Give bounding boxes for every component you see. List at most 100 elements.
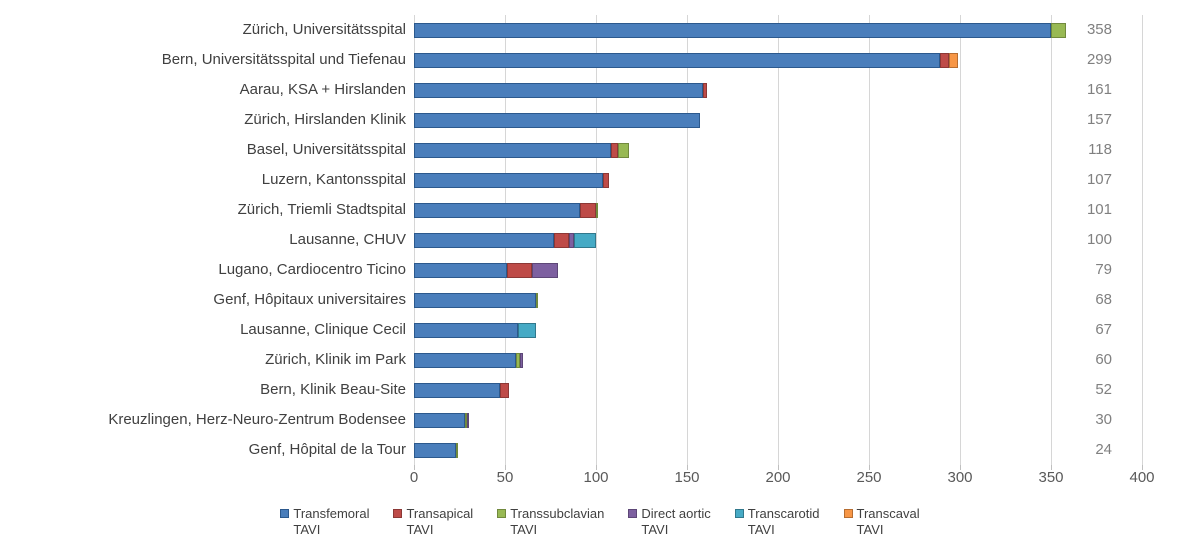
gridline bbox=[960, 15, 961, 465]
legend-swatch-icon bbox=[497, 509, 507, 518]
legend-item: Transapical TAVI bbox=[393, 506, 473, 538]
axis-tick bbox=[869, 465, 870, 470]
legend-label: Transsubclavian TAVI bbox=[510, 506, 605, 537]
axis-tick bbox=[414, 465, 415, 470]
bar-row: 68 bbox=[414, 285, 1142, 315]
legend-item: Direct aortic TAVI bbox=[628, 506, 711, 538]
category-label: Lugano, Cardiocentro Ticino bbox=[218, 261, 406, 278]
bar-segment-transapical-tavi bbox=[703, 82, 707, 98]
legend-item: Transcaval TAVI bbox=[843, 506, 920, 538]
legend-item: Transsubclavian TAVI bbox=[497, 506, 604, 538]
category-label: Luzern, Kantonsspital bbox=[261, 171, 406, 188]
axis-tick bbox=[1142, 465, 1143, 470]
category-label: Genf, Hôpitaux universitaires bbox=[213, 291, 406, 308]
legend-label: Transcaval TAVI bbox=[856, 506, 920, 537]
category-label: Bern, Klinik Beau-Site bbox=[260, 381, 406, 398]
bar-row: 118 bbox=[414, 135, 1142, 165]
legend-swatch-icon bbox=[843, 509, 853, 518]
legend-item: Transcarotid TAVI bbox=[734, 506, 820, 538]
bar-row: 358 bbox=[414, 15, 1142, 45]
legend-swatch-icon bbox=[393, 509, 403, 518]
bar-segment-transfemoral-tavi bbox=[414, 22, 1051, 38]
bar-segment-transsubclavian-tavi bbox=[535, 292, 538, 308]
legend-label: Direct aortic TAVI bbox=[641, 506, 711, 537]
bar-segment-transfemoral-tavi bbox=[414, 112, 700, 128]
gridline bbox=[687, 15, 688, 465]
x-tick-label: 350 bbox=[1038, 469, 1064, 486]
bar-segment-transsubclavian-tavi bbox=[1051, 22, 1066, 38]
bar-segment-transfemoral-tavi bbox=[414, 382, 500, 398]
bar-segment-transcaval-tavi bbox=[949, 52, 959, 68]
category-label: Kreuzlingen, Herz-Neuro-Zentrum Bodensee bbox=[108, 411, 406, 428]
bar-segment-transfemoral-tavi bbox=[414, 322, 518, 338]
bar-segment-transfemoral-tavi bbox=[414, 412, 465, 428]
axis-tick bbox=[596, 465, 597, 470]
bar-segment-transapical-tavi bbox=[499, 382, 509, 398]
x-tick-label: 200 bbox=[765, 469, 791, 486]
x-tick-label: 150 bbox=[674, 469, 700, 486]
legend-label: Transapical TAVI bbox=[406, 506, 474, 537]
bar-total-label: 52 bbox=[1095, 381, 1112, 398]
category-labels: Zürich, Universitätsspital Bern, Universi… bbox=[0, 15, 406, 465]
legend-swatch-icon bbox=[280, 509, 290, 518]
bar-segment-direct-aortic-tavi bbox=[532, 262, 558, 278]
bar-total-label: 100 bbox=[1086, 231, 1112, 248]
gridline bbox=[596, 15, 597, 465]
axis-tick bbox=[960, 465, 961, 470]
bar-segment-transfemoral-tavi bbox=[414, 142, 611, 158]
gridline bbox=[1051, 15, 1052, 465]
axis-tick bbox=[1051, 465, 1052, 470]
bar-segment-transapical-tavi bbox=[579, 202, 596, 218]
legend-item: Transfemoral TAVI bbox=[280, 506, 369, 538]
gridline bbox=[869, 15, 870, 465]
category-label: Zürich, Triemli Stadtspital bbox=[237, 201, 406, 218]
x-tick-label: 400 bbox=[1129, 469, 1155, 486]
category-label: Zürich, Hirslanden Klinik bbox=[244, 111, 406, 128]
x-tick-label: 300 bbox=[947, 469, 973, 486]
bar-segment-transapical-tavi bbox=[506, 262, 533, 278]
bar-total-label: 24 bbox=[1095, 441, 1112, 458]
bar-total-label: 107 bbox=[1086, 171, 1112, 188]
bar-row: 52 bbox=[414, 375, 1142, 405]
bar-segment-direct-aortic-tavi bbox=[519, 352, 524, 368]
bar-segment-transsubclavian-tavi bbox=[464, 412, 467, 428]
x-axis: 0 50 100 150 200 250 300 350 400 bbox=[410, 469, 1155, 489]
bar-segment-transfemoral-tavi bbox=[414, 352, 516, 368]
x-tick-label: 100 bbox=[583, 469, 609, 486]
bar-segment-direct-aortic-tavi bbox=[466, 412, 469, 428]
x-tick-label: 50 bbox=[496, 469, 514, 486]
bar-segment-transapical-tavi bbox=[603, 172, 609, 188]
gridline bbox=[778, 15, 779, 465]
bar-segment-transfemoral-tavi bbox=[414, 202, 580, 218]
bar-row: 67 bbox=[414, 315, 1142, 345]
bar-row: 107 bbox=[414, 165, 1142, 195]
axis-tick bbox=[778, 465, 779, 470]
bar-row: 161 bbox=[414, 75, 1142, 105]
bar-segment-transfemoral-tavi bbox=[414, 232, 555, 248]
category-label: Bern, Universitätsspital und Tiefenau bbox=[161, 51, 406, 68]
bar-row: 157 bbox=[414, 105, 1142, 135]
bar-total-label: 79 bbox=[1095, 261, 1112, 278]
legend-swatch-icon bbox=[734, 509, 744, 518]
bar-total-label: 118 bbox=[1088, 141, 1112, 158]
bar-segment-transfemoral-tavi bbox=[414, 82, 704, 98]
bar-row: 79 bbox=[414, 255, 1142, 285]
bar-segment-transfemoral-tavi bbox=[414, 262, 507, 278]
bar-segment-transcarotid-tavi bbox=[517, 322, 536, 338]
legend-swatch-icon bbox=[628, 509, 638, 518]
plot-area: 358 299 161 157 118 107 101 100 79 68 67 60 52 30 24 bbox=[414, 15, 1143, 470]
bar-row: 30 bbox=[414, 405, 1142, 435]
bar-row: 24 bbox=[414, 435, 1142, 465]
category-label: Basel, Universitätsspital bbox=[246, 141, 406, 158]
legend-label: Transcarotid TAVI bbox=[747, 506, 820, 537]
bar-segment-transfemoral-tavi bbox=[414, 442, 456, 458]
bar-row: 299 bbox=[414, 45, 1142, 75]
legend: Transfemoral TAVI Transapical TAVI Transsu… bbox=[0, 506, 1200, 538]
category-label: Lausanne, CHUV bbox=[289, 231, 406, 248]
x-tick-label: 250 bbox=[856, 469, 882, 486]
category-label: Genf, Hôpital de la Tour bbox=[248, 441, 406, 458]
bar-total-label: 101 bbox=[1086, 201, 1112, 218]
legend-label: Transfemoral TAVI bbox=[293, 506, 370, 537]
category-label: Lausanne, Clinique Cecil bbox=[240, 321, 406, 338]
